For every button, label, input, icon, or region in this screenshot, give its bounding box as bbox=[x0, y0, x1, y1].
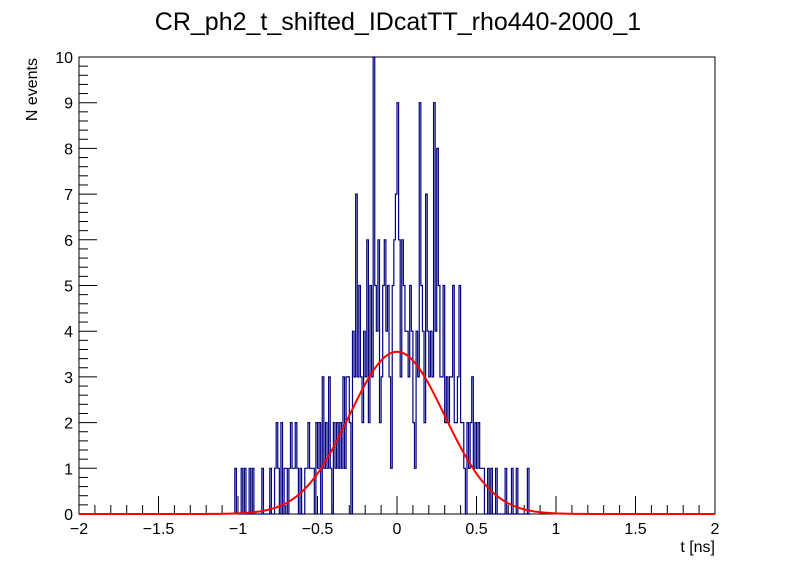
histogram-bin bbox=[341, 468, 343, 514]
histogram-bin bbox=[311, 468, 313, 514]
histogram-bin bbox=[380, 423, 382, 514]
histogram-bin bbox=[473, 468, 475, 514]
histogram-bin bbox=[461, 423, 463, 514]
histogram-bin bbox=[432, 377, 434, 514]
y-tick-label: 1 bbox=[64, 461, 73, 478]
plot-area: −2 −1.5 −1 −0.5 0 0.5 1 1.5 2 0 1 2 3 4 5 6 7 8 9 10 bbox=[55, 50, 719, 538]
histogram-bin bbox=[292, 468, 294, 514]
x-tick-label: −0.5 bbox=[302, 521, 334, 538]
histogram-bin bbox=[481, 468, 483, 514]
histogram-bin bbox=[408, 377, 410, 514]
histogram-bin bbox=[440, 377, 442, 514]
histogram-bin bbox=[324, 468, 326, 514]
x-tick-label: −2 bbox=[70, 521, 88, 538]
x-axis-title: t [ns] bbox=[680, 539, 715, 556]
y-tick-label: 9 bbox=[64, 96, 73, 113]
y-tick-label: 2 bbox=[64, 416, 73, 433]
histogram-bin bbox=[310, 468, 312, 514]
histogram-bin bbox=[372, 377, 374, 514]
y-axis-title: N events bbox=[24, 58, 41, 121]
x-tick-label: −1 bbox=[229, 521, 247, 538]
histogram-bin bbox=[365, 377, 367, 514]
y-tick-label: 7 bbox=[64, 187, 73, 204]
histogram-bin bbox=[376, 331, 378, 514]
histogram-bin bbox=[424, 423, 426, 514]
x-tick-label: −1.5 bbox=[143, 521, 175, 538]
y-tick-label: 3 bbox=[64, 370, 73, 387]
histogram-bin bbox=[429, 377, 431, 514]
histogram-bin bbox=[386, 331, 388, 514]
histogram-bin bbox=[480, 468, 482, 514]
y-axis: 0 1 2 3 4 5 6 7 8 9 10 bbox=[55, 50, 97, 524]
histogram-bin bbox=[448, 423, 450, 514]
histogram-bin bbox=[395, 194, 397, 514]
histogram-bin bbox=[354, 377, 356, 514]
histogram-bin bbox=[400, 377, 402, 514]
y-tick-label: 4 bbox=[64, 324, 73, 341]
histogram-bin bbox=[469, 468, 471, 514]
histogram-bin bbox=[414, 468, 416, 514]
histogram-bins bbox=[235, 57, 529, 514]
histogram-bin bbox=[435, 331, 437, 514]
histogram-bin bbox=[345, 468, 347, 514]
x-tick-label: 0 bbox=[393, 521, 402, 538]
histogram-bin bbox=[456, 423, 458, 514]
chart-title: CR_ph2_t_shifted_IDcatTT_rho440-2000_1 bbox=[155, 8, 641, 36]
y-tick-label: 5 bbox=[64, 279, 73, 296]
x-tick-label: 1 bbox=[552, 521, 561, 538]
y-tick-label: 8 bbox=[64, 141, 73, 158]
y-tick-label: 6 bbox=[64, 233, 73, 250]
histogram-bin bbox=[335, 468, 337, 514]
histogram-bin bbox=[368, 423, 370, 514]
histogram-bin bbox=[445, 423, 447, 514]
histogram-bin bbox=[327, 468, 329, 514]
histogram-bin bbox=[391, 468, 393, 514]
histogram-bin bbox=[442, 377, 444, 514]
histogram-bin bbox=[338, 468, 340, 514]
x-tick-label: 2 bbox=[711, 521, 720, 538]
histogram-bin bbox=[418, 377, 420, 514]
histogram-bin bbox=[306, 468, 308, 514]
x-tick-label: 1.5 bbox=[624, 521, 646, 538]
histogram-bin bbox=[405, 331, 407, 514]
x-axis: −2 −1.5 −1 −0.5 0 0.5 1 1.5 2 bbox=[70, 496, 720, 538]
histogram-bin bbox=[362, 423, 364, 514]
y-tick-label: 10 bbox=[55, 50, 73, 67]
histogram-bin bbox=[451, 377, 453, 514]
histogram-series bbox=[234, 56, 531, 515]
y-tick-label: 0 bbox=[64, 507, 73, 524]
gaussian-fit-curve bbox=[79, 350, 715, 515]
x-tick-label: 0.5 bbox=[465, 521, 487, 538]
histogram-bin bbox=[294, 468, 296, 514]
